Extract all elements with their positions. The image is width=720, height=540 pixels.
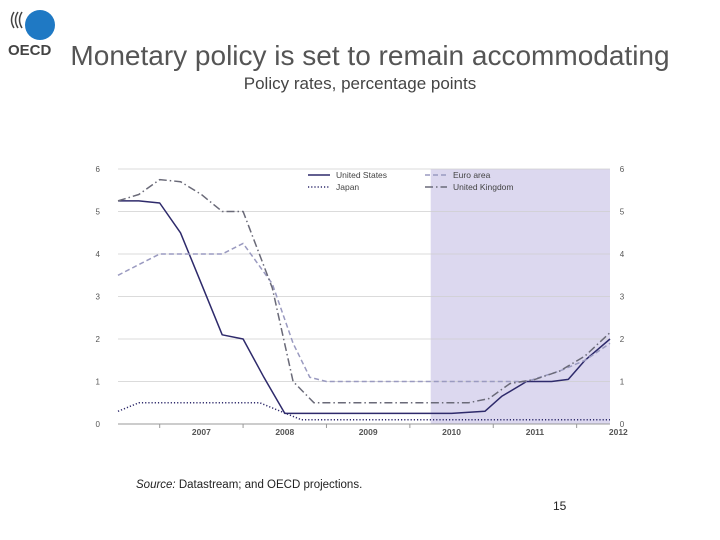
legend-label: United States: [336, 170, 387, 180]
legend-label: Euro area: [453, 170, 491, 180]
y-tick-label-left: 4: [96, 250, 101, 259]
page-title: Monetary policy is set to remain accommo…: [70, 40, 670, 71]
source-note: Source: Datastream; and OECD projections…: [136, 479, 363, 491]
x-tick-label: 2008: [275, 427, 294, 437]
series-line-united-states: [118, 200, 611, 415]
page-subtitle: Policy rates, percentage points: [243, 74, 477, 93]
y-tick-label-left: 2: [96, 335, 101, 344]
y-tick-label-right: 4: [620, 250, 625, 259]
logo-text: OECD: [8, 42, 52, 58]
legend-label: United Kingdom: [453, 182, 513, 192]
y-tick-label-left: 0: [96, 420, 101, 429]
series-line-japan: [117, 402, 610, 421]
page-number: 15: [553, 499, 567, 513]
x-tick-label: 2010: [442, 427, 461, 437]
policy-rates-chart: 0 1 2 3 4 5 6 0 1 2 3 4 5 6 2007 2008 2009 2010 2011 2012 U…: [96, 165, 629, 437]
series-line-united-kingdom: [117, 178, 611, 404]
y-tick-label-right: 0: [620, 420, 625, 429]
x-tick-label: 2009: [359, 427, 378, 437]
y-tick-label-right: 6: [620, 165, 625, 174]
y-tick-label-left: 3: [96, 293, 101, 302]
y-tick-label-left: 5: [96, 208, 101, 217]
y-tick-label-right: 2: [620, 335, 625, 344]
y-tick-label-right: 1: [620, 378, 625, 387]
legend-label: Japan: [336, 182, 359, 192]
x-tick-label: 2007: [192, 427, 211, 437]
y-tick-label-right: 3: [620, 293, 625, 302]
y-tick-label-right: 5: [620, 208, 625, 217]
y-tick-label-left: 1: [96, 378, 101, 387]
y-tick-label-left: 6: [96, 165, 101, 174]
series-line-euro-area: [117, 242, 611, 383]
x-tick-label: 2011: [526, 427, 545, 437]
x-tick-label: 2012: [609, 427, 628, 437]
oecd-logo: OECD: [6, 8, 60, 59]
